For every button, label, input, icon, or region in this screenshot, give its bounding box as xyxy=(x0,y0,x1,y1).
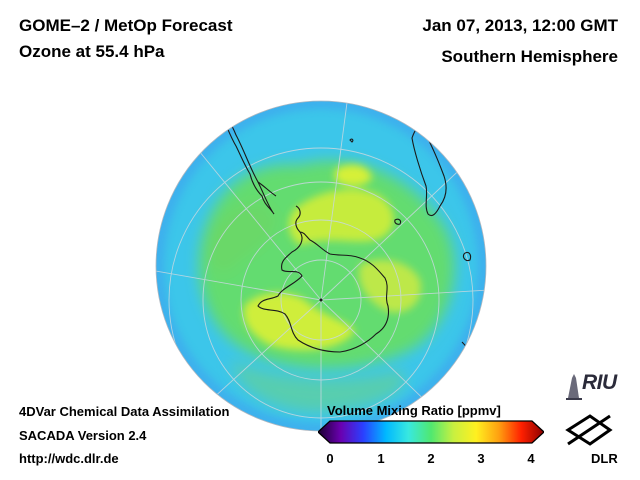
footer-method: 4DVar Chemical Data Assimilation xyxy=(19,404,230,419)
product-title: GOME–2 / MetOp Forecast xyxy=(19,16,233,35)
colorbar-tick-1: 1 xyxy=(377,451,385,466)
colorbar-tick-0: 0 xyxy=(326,451,334,466)
colorbar-title: Volume Mixing Ratio [ppmv] xyxy=(327,403,501,418)
footer-version: SACADA Version 2.4 xyxy=(19,428,147,443)
colorbar-tick-2: 2 xyxy=(427,451,435,466)
datetime-label: Jan 07, 2013, 12:00 GMT xyxy=(422,16,618,35)
dlr-logo-icon xyxy=(565,414,613,446)
parameter-title: Ozone at 55.4 hPa xyxy=(19,42,165,61)
region-label: Southern Hemisphere xyxy=(441,47,618,66)
colorbar-tick-3: 3 xyxy=(477,451,485,466)
colorbar xyxy=(318,420,544,444)
footer-url[interactable]: http://wdc.dlr.de xyxy=(19,451,119,466)
field-high-ozone xyxy=(243,164,421,350)
colorbar-tick-4: 4 xyxy=(527,451,535,466)
riu-logo-icon xyxy=(566,374,582,400)
dlr-logo-text: DLR xyxy=(591,451,618,466)
riu-logo-text: RIU xyxy=(582,371,617,394)
